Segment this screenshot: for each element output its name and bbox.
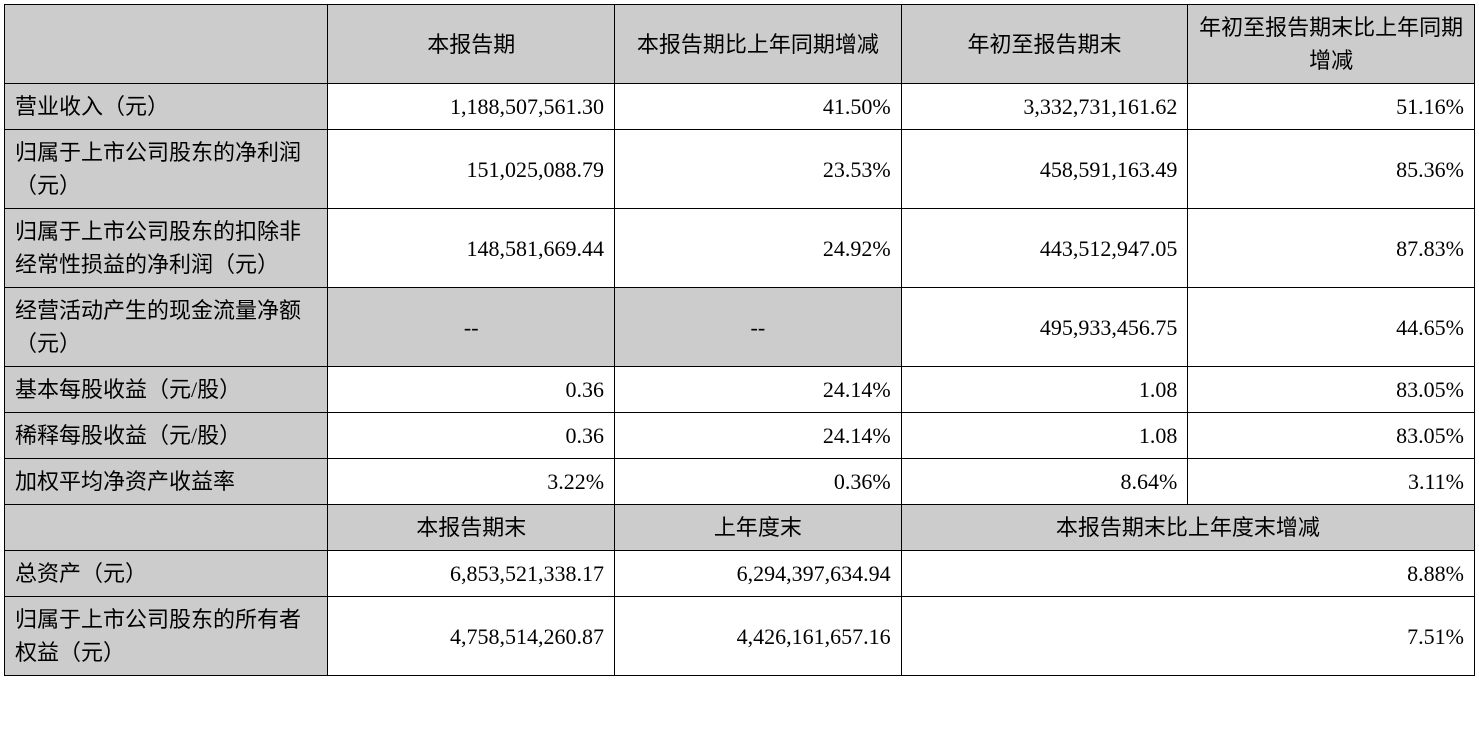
table-row: 稀释每股收益（元/股）0.3624.14%1.0883.05%	[5, 413, 1475, 459]
cell-c4: 458,591,163.49	[901, 130, 1188, 209]
cell-c4: 1.08	[901, 367, 1188, 413]
row-label: 加权平均净资产收益率	[5, 459, 328, 505]
cell-c3: 41.50%	[615, 84, 902, 130]
financial-table: 本报告期本报告期比上年同期增减年初至报告期末年初至报告期末比上年同期增减营业收入…	[4, 4, 1475, 676]
cell-c5: 87.83%	[1188, 209, 1475, 288]
header2-change: 本报告期末比上年度末增减	[901, 505, 1474, 551]
cell-c4: 495,933,456.75	[901, 288, 1188, 367]
header2-blank	[5, 505, 328, 551]
cell-c5: 85.36%	[1188, 130, 1475, 209]
cell-c2: 0.36	[328, 367, 615, 413]
cell-c3: --	[615, 288, 902, 367]
cell-c5: 83.05%	[1188, 367, 1475, 413]
header-period-change: 本报告期比上年同期增减	[615, 5, 902, 84]
cell-c3: 0.36%	[615, 459, 902, 505]
cell-c4: 8.64%	[901, 459, 1188, 505]
cell-c4: 3,332,731,161.62	[901, 84, 1188, 130]
cell-c5: 44.65%	[1188, 288, 1475, 367]
cell-c2: 1,188,507,561.30	[328, 84, 615, 130]
header2-period-end: 本报告期末	[328, 505, 615, 551]
row-label: 稀释每股收益（元/股）	[5, 413, 328, 459]
table-row: 归属于上市公司股东的净利润（元）151,025,088.7923.53%458,…	[5, 130, 1475, 209]
cell-c3: 24.92%	[615, 209, 902, 288]
cell-c3: 6,294,397,634.94	[615, 551, 902, 597]
cell-c4: 443,512,947.05	[901, 209, 1188, 288]
cell-c45: 7.51%	[901, 597, 1474, 676]
cell-c3: 4,426,161,657.16	[615, 597, 902, 676]
cell-c2: 6,853,521,338.17	[328, 551, 615, 597]
table-row: 归属于上市公司股东的扣除非经常性损益的净利润（元）148,581,669.442…	[5, 209, 1475, 288]
header-row-1: 本报告期本报告期比上年同期增减年初至报告期末年初至报告期末比上年同期增减	[5, 5, 1475, 84]
table-row: 归属于上市公司股东的所有者权益（元）4,758,514,260.874,426,…	[5, 597, 1475, 676]
header-ytd: 年初至报告期末	[901, 5, 1188, 84]
cell-c4: 1.08	[901, 413, 1188, 459]
row-label: 营业收入（元）	[5, 84, 328, 130]
cell-c2: 0.36	[328, 413, 615, 459]
table-row: 基本每股收益（元/股）0.3624.14%1.0883.05%	[5, 367, 1475, 413]
row-label: 总资产（元）	[5, 551, 328, 597]
row-label: 归属于上市公司股东的所有者权益（元）	[5, 597, 328, 676]
cell-c2: 148,581,669.44	[328, 209, 615, 288]
table-row: 经营活动产生的现金流量净额（元）----495,933,456.7544.65%	[5, 288, 1475, 367]
cell-c2: 151,025,088.79	[328, 130, 615, 209]
header-row-2: 本报告期末上年度末本报告期末比上年度末增减	[5, 505, 1475, 551]
row-label: 经营活动产生的现金流量净额（元）	[5, 288, 328, 367]
cell-c3: 24.14%	[615, 413, 902, 459]
row-label: 归属于上市公司股东的扣除非经常性损益的净利润（元）	[5, 209, 328, 288]
cell-c2: 4,758,514,260.87	[328, 597, 615, 676]
cell-c5: 3.11%	[1188, 459, 1475, 505]
cell-c2: 3.22%	[328, 459, 615, 505]
cell-c5: 51.16%	[1188, 84, 1475, 130]
cell-c5: 83.05%	[1188, 413, 1475, 459]
header2-prev-year-end: 上年度末	[615, 505, 902, 551]
cell-c2: --	[328, 288, 615, 367]
table-row: 营业收入（元）1,188,507,561.3041.50%3,332,731,1…	[5, 84, 1475, 130]
header-ytd-change: 年初至报告期末比上年同期增减	[1188, 5, 1475, 84]
header-blank	[5, 5, 328, 84]
cell-c3: 23.53%	[615, 130, 902, 209]
header-period: 本报告期	[328, 5, 615, 84]
row-label: 归属于上市公司股东的净利润（元）	[5, 130, 328, 209]
cell-c3: 24.14%	[615, 367, 902, 413]
table-row: 加权平均净资产收益率3.22%0.36%8.64%3.11%	[5, 459, 1475, 505]
row-label: 基本每股收益（元/股）	[5, 367, 328, 413]
table-row: 总资产（元）6,853,521,338.176,294,397,634.948.…	[5, 551, 1475, 597]
cell-c45: 8.88%	[901, 551, 1474, 597]
